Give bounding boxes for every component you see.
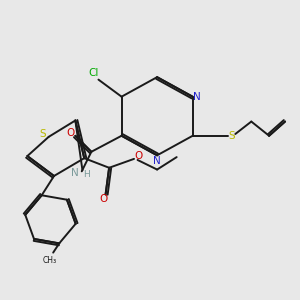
Text: N: N xyxy=(153,156,161,166)
Text: O: O xyxy=(67,128,75,138)
Text: S: S xyxy=(229,131,235,141)
Text: N: N xyxy=(194,92,201,102)
Text: O: O xyxy=(100,194,108,204)
Text: S: S xyxy=(40,129,46,139)
Text: N: N xyxy=(71,168,79,178)
Text: Cl: Cl xyxy=(88,68,98,77)
Text: CH₃: CH₃ xyxy=(43,256,57,265)
Text: H: H xyxy=(82,170,89,179)
Text: O: O xyxy=(134,151,142,161)
